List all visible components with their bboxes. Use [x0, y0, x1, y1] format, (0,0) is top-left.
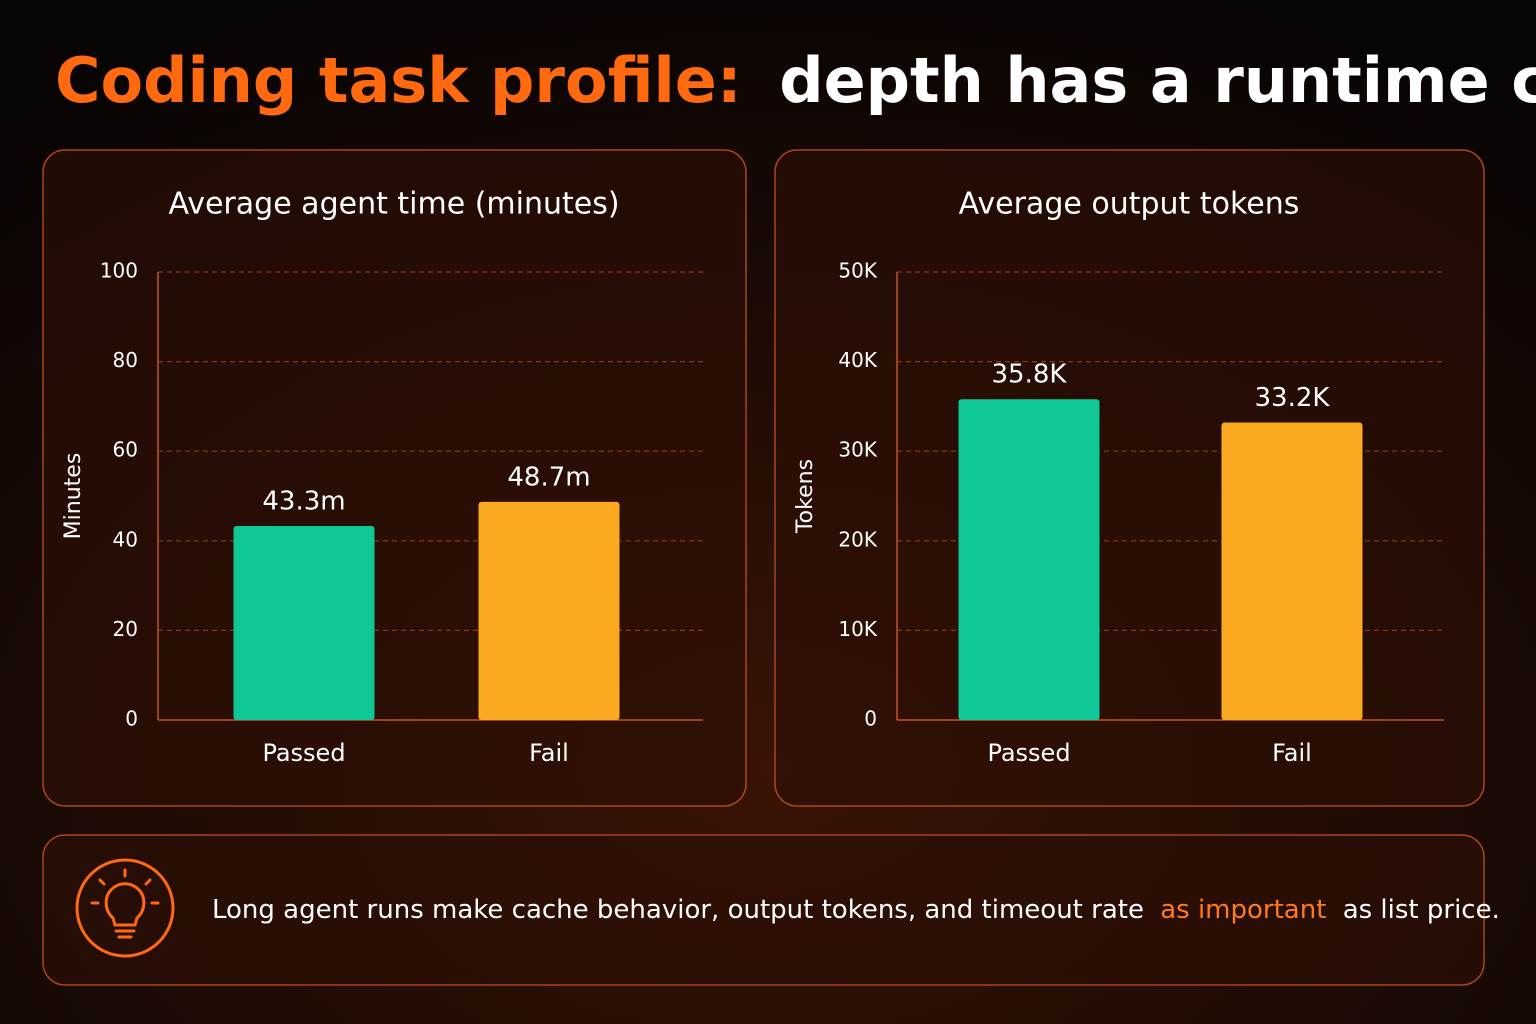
- y-tick-label: 80: [113, 348, 138, 372]
- y-tick-label: 10K: [838, 617, 877, 641]
- value-label: 43.3m: [262, 487, 345, 517]
- y-tick-label: 30K: [838, 438, 877, 462]
- title-rest: depth has a runtime cost: [779, 44, 1536, 117]
- callout-highlight: as important: [1160, 895, 1326, 925]
- callout-after: as list price.: [1343, 895, 1500, 925]
- panel: [774, 149, 1485, 807]
- y-tick-label: 40K: [838, 348, 877, 372]
- bar: [478, 501, 620, 720]
- x-tick-label: Fail: [1272, 739, 1312, 767]
- y-tick-label: 40: [113, 527, 138, 551]
- callout-text: Long agent runs make cache behavior, out…: [212, 895, 1500, 925]
- y-tick-label: 20K: [838, 527, 877, 551]
- y-axis-label: Tokens: [793, 459, 818, 534]
- x-tick-label: Passed: [262, 739, 345, 767]
- y-axis-label: Minutes: [61, 453, 86, 540]
- y-tick-label: 100: [100, 259, 138, 283]
- value-label: 48.7m: [507, 462, 590, 492]
- title-highlight: Coding task profile:: [55, 44, 742, 117]
- x-tick-label: Passed: [987, 739, 1070, 767]
- y-tick-label: 60: [113, 438, 138, 462]
- y-tick-label: 50K: [838, 259, 877, 283]
- value-label: 33.2K: [1255, 383, 1331, 413]
- chart-title: Average output tokens: [959, 187, 1300, 222]
- bar: [1221, 422, 1363, 720]
- bar: [958, 399, 1100, 720]
- chart-title: Average agent time (minutes): [168, 187, 619, 222]
- value-label: 35.8K: [992, 360, 1068, 390]
- lightbulb-icon: [75, 858, 175, 958]
- callout-box: [42, 834, 1485, 986]
- page-title: Coding task profile: depth has a runtime…: [55, 44, 1536, 117]
- y-tick-label: 20: [113, 617, 138, 641]
- y-tick-label: 0: [125, 707, 138, 731]
- bar: [233, 526, 375, 720]
- callout-before: Long agent runs make cache behavior, out…: [212, 895, 1144, 925]
- y-tick-label: 0: [864, 707, 877, 731]
- x-tick-label: Fail: [529, 739, 569, 767]
- panel: [42, 149, 747, 807]
